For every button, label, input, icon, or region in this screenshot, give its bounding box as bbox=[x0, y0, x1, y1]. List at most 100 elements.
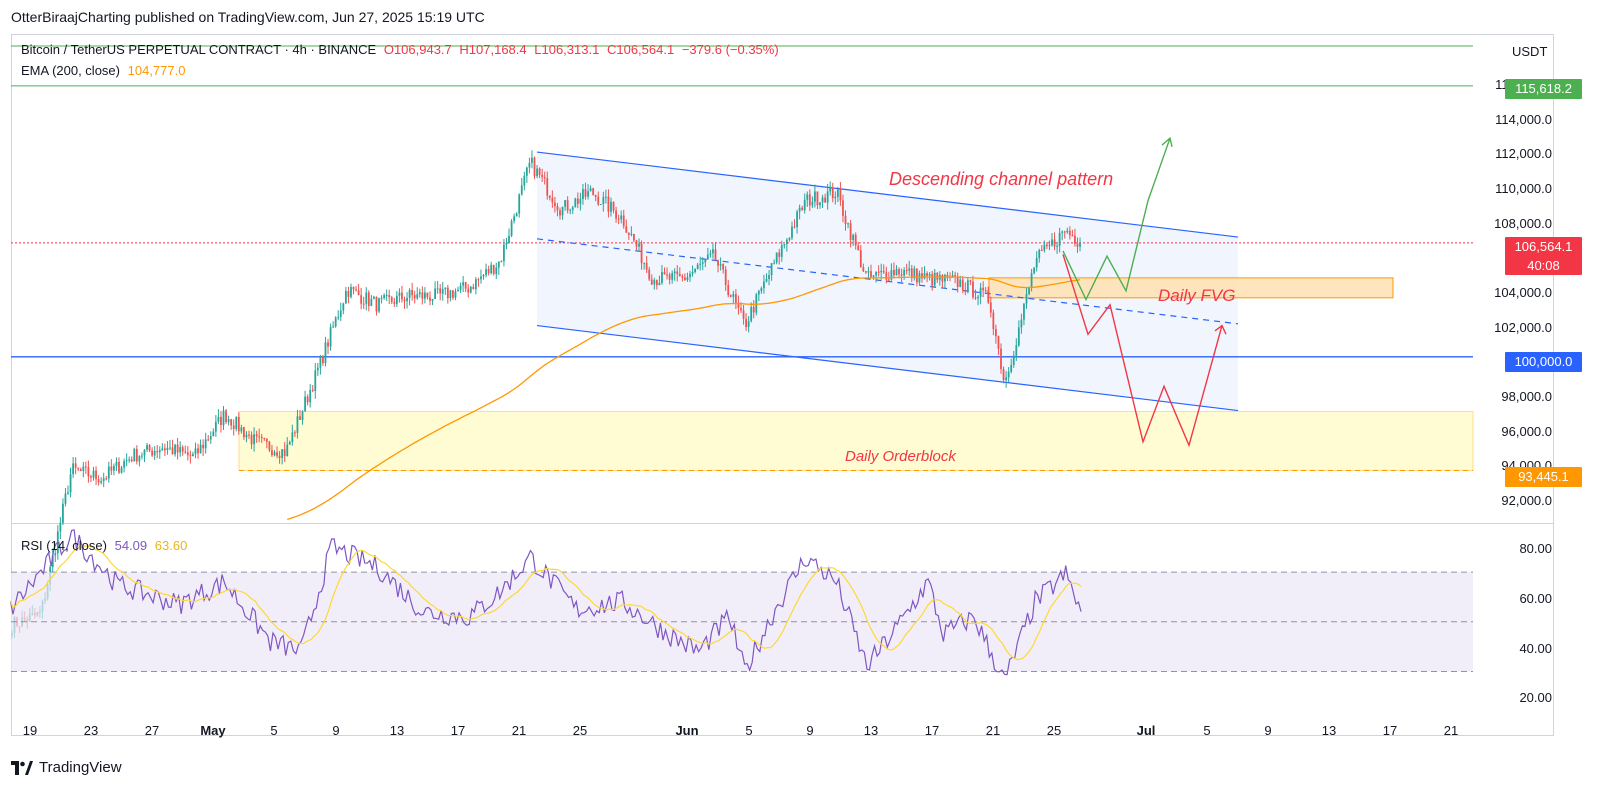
candle-body bbox=[232, 425, 235, 429]
ema-200-line[interactable] bbox=[287, 276, 1081, 521]
candle-body bbox=[796, 211, 798, 228]
candle-body bbox=[995, 329, 997, 337]
candle-body bbox=[844, 215, 847, 224]
candle-body bbox=[395, 295, 398, 304]
candle-body bbox=[434, 288, 436, 300]
currency-label[interactable]: USDT bbox=[1512, 44, 1548, 59]
candle-body bbox=[548, 195, 551, 198]
ohlc-high: H107,168.4 bbox=[459, 42, 527, 57]
candle-body bbox=[258, 436, 261, 438]
candle-body bbox=[842, 200, 844, 216]
candle-body bbox=[816, 191, 819, 206]
price-tick: 104,000.0 bbox=[1494, 285, 1552, 300]
candle-body bbox=[905, 270, 908, 272]
candle-body bbox=[852, 234, 855, 241]
candle-body bbox=[225, 410, 227, 423]
candle-body bbox=[760, 288, 763, 291]
candle-body bbox=[485, 269, 487, 276]
candle-body bbox=[380, 297, 383, 299]
candle-body bbox=[1023, 303, 1025, 320]
orderblock-annotation[interactable]: Daily Orderblock bbox=[845, 448, 956, 465]
pane-separator[interactable] bbox=[11, 523, 1554, 524]
candle-body bbox=[1040, 249, 1043, 251]
candle-body bbox=[291, 432, 294, 442]
candle-body bbox=[398, 292, 401, 296]
candle-body bbox=[1033, 267, 1036, 274]
candle-body bbox=[426, 292, 429, 298]
channel-upper-line[interactable] bbox=[536, 151, 1239, 238]
candle-body bbox=[612, 201, 615, 211]
candle-body bbox=[454, 291, 457, 298]
orderblock-zone[interactable] bbox=[238, 410, 1474, 472]
candle-body bbox=[505, 243, 508, 245]
candle-body bbox=[283, 449, 286, 457]
candle-body bbox=[732, 294, 735, 297]
candle-body bbox=[597, 196, 600, 205]
candle-body bbox=[271, 450, 273, 456]
candle-body bbox=[630, 233, 633, 235]
candle-body bbox=[227, 419, 230, 423]
candle-body bbox=[319, 356, 322, 368]
candle-body bbox=[513, 216, 516, 221]
tradingview-logo[interactable]: TradingView bbox=[11, 759, 122, 776]
candle-body bbox=[278, 455, 281, 458]
candle-body bbox=[635, 240, 638, 247]
candle-body bbox=[1000, 348, 1002, 369]
candle-body bbox=[862, 267, 865, 272]
candle-body bbox=[536, 168, 538, 177]
candle-body bbox=[719, 264, 722, 266]
candle-body bbox=[1043, 244, 1046, 251]
support-price-badge: 100,000.0 bbox=[1505, 352, 1582, 372]
candle-body bbox=[898, 269, 900, 275]
candle-body bbox=[819, 202, 821, 206]
candle-body bbox=[385, 295, 388, 297]
rsi-line[interactable] bbox=[9, 529, 1082, 676]
date-tick: Jun bbox=[675, 723, 699, 738]
symbol-title: Bitcoin / TetherUS PERPETUAL CONTRACT · … bbox=[21, 42, 377, 57]
candle-body bbox=[105, 478, 108, 480]
candle-body bbox=[474, 279, 477, 290]
candle-body bbox=[253, 434, 256, 445]
rsi-ma-line[interactable] bbox=[9, 545, 1082, 661]
channel-annotation[interactable]: Descending channel pattern bbox=[889, 169, 1114, 189]
candle-body bbox=[316, 367, 319, 371]
candle-body bbox=[785, 239, 788, 245]
price-tick: 114,000.0 bbox=[1495, 112, 1552, 127]
candle-body bbox=[523, 175, 526, 186]
candle-body bbox=[821, 197, 824, 203]
candle-body bbox=[709, 253, 712, 255]
candle-body bbox=[217, 416, 220, 422]
price-tick: 110,000.0 bbox=[1495, 181, 1552, 196]
candle-body bbox=[141, 455, 143, 457]
candle-body bbox=[508, 235, 510, 244]
candle-body bbox=[281, 449, 284, 458]
symbol-legend[interactable]: Bitcoin / TetherUS PERPETUAL CONTRACT · … bbox=[21, 42, 783, 57]
candle-body bbox=[510, 220, 513, 236]
candle-body bbox=[59, 522, 62, 532]
bullish-projection-path[interactable] bbox=[1062, 137, 1171, 302]
price-tick: 98,000.0 bbox=[1501, 389, 1552, 404]
bearish-projection-path[interactable] bbox=[1062, 254, 1223, 448]
ema-legend[interactable]: EMA (200, close) 104,777.0 bbox=[21, 63, 189, 78]
candle-body bbox=[724, 269, 727, 285]
date-tick: 23 bbox=[83, 723, 99, 738]
candle-body bbox=[388, 295, 391, 298]
candle-body bbox=[599, 203, 602, 205]
candle-body bbox=[717, 260, 719, 266]
candle-body bbox=[704, 258, 707, 263]
candle-body bbox=[1002, 368, 1005, 381]
channel-lower-line[interactable] bbox=[536, 324, 1239, 412]
rsi-legend[interactable]: RSI (14, close) 54.09 63.60 bbox=[21, 538, 191, 553]
candle-body bbox=[633, 233, 635, 241]
candle-body bbox=[854, 234, 857, 246]
candle-body bbox=[156, 450, 159, 453]
candle-body bbox=[77, 467, 80, 470]
candle-body bbox=[337, 316, 340, 318]
candle-body bbox=[951, 275, 954, 278]
candle-body bbox=[67, 492, 69, 494]
fvg-annotation[interactable]: Daily FVG bbox=[1158, 286, 1236, 305]
candle-body bbox=[752, 307, 755, 313]
candle-body bbox=[92, 470, 95, 478]
channel-mid-line[interactable] bbox=[536, 238, 1239, 325]
